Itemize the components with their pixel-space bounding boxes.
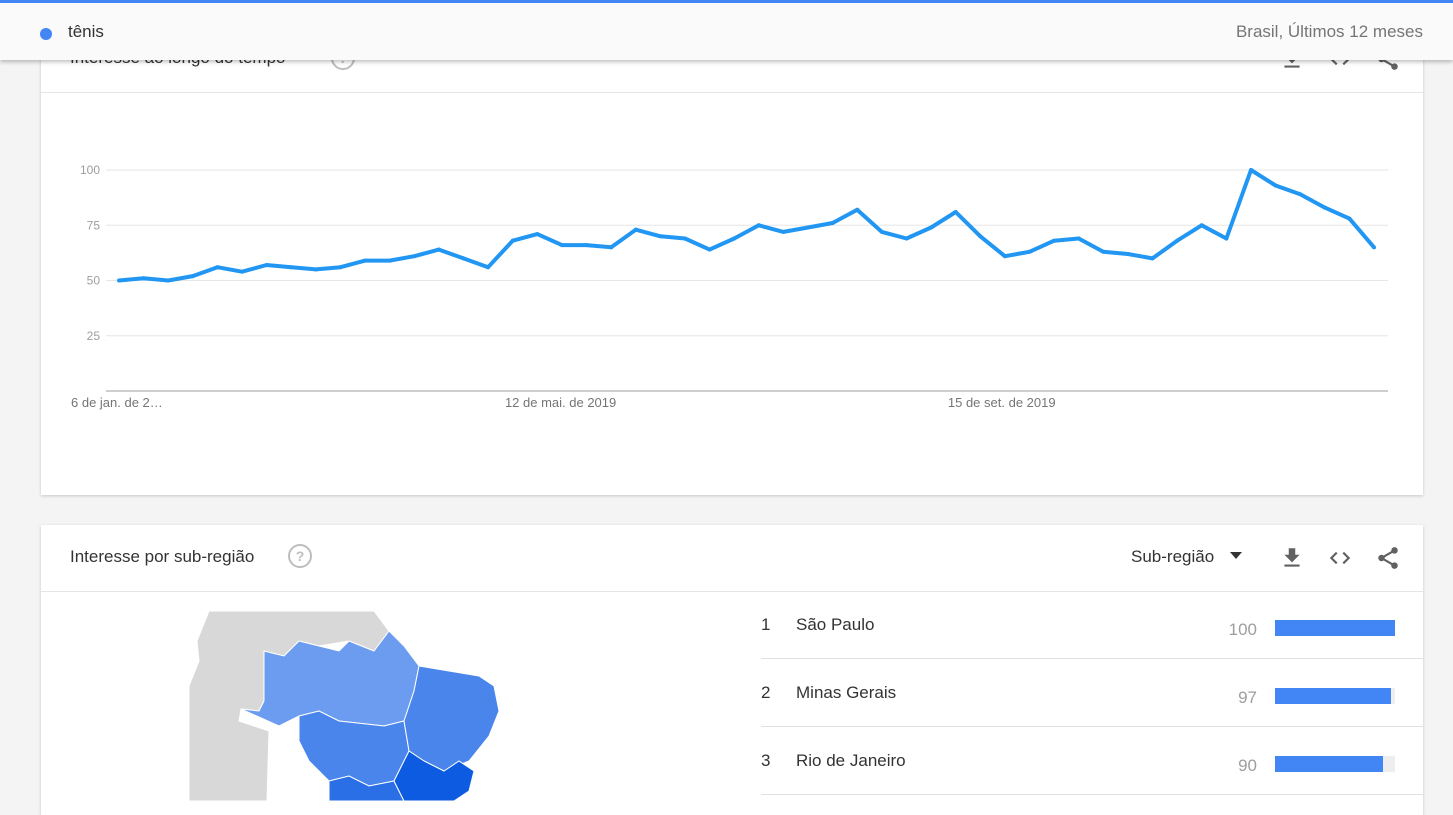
x-tick-label: 6 de jan. de 2… xyxy=(71,395,163,410)
download-icon[interactable] xyxy=(1279,545,1305,571)
data-point[interactable] xyxy=(338,265,343,270)
data-point[interactable] xyxy=(1372,245,1376,250)
data-point[interactable] xyxy=(461,256,466,261)
top-accent-line xyxy=(0,0,1453,3)
data-point[interactable] xyxy=(658,234,663,239)
data-point[interactable] xyxy=(929,225,934,230)
region-name[interactable]: São Paulo xyxy=(796,615,875,634)
data-point[interactable] xyxy=(1199,223,1204,228)
search-term-label[interactable]: tênis xyxy=(68,22,104,41)
series-line-tenis[interactable] xyxy=(118,168,1376,283)
data-point[interactable] xyxy=(1175,238,1180,243)
data-point[interactable] xyxy=(486,265,491,270)
x-tick-label: 15 de set. de 2019 xyxy=(948,395,1056,410)
data-point[interactable] xyxy=(879,229,884,234)
data-point[interactable] xyxy=(584,243,589,248)
y-tick-label: 25 xyxy=(87,329,101,343)
score-bar-fill xyxy=(1275,756,1383,772)
rank-number: 3 xyxy=(761,751,771,770)
map-region-northeast[interactable] xyxy=(403,665,500,772)
term-color-dot xyxy=(40,28,52,40)
subregion-dropdown[interactable]: Sub-região xyxy=(1131,547,1243,567)
data-point[interactable] xyxy=(1076,236,1081,241)
data-point[interactable] xyxy=(264,263,269,268)
card-header: Interesse por sub-região ? Sub-região xyxy=(41,525,1423,592)
embed-code-icon[interactable] xyxy=(1327,545,1353,571)
data-point[interactable] xyxy=(1322,205,1327,210)
data-point[interactable] xyxy=(510,238,515,243)
data-point[interactable] xyxy=(830,221,835,226)
data-point[interactable] xyxy=(1027,249,1032,254)
data-point[interactable] xyxy=(1298,192,1303,197)
data-point[interactable] xyxy=(363,258,368,263)
data-point[interactable] xyxy=(904,236,909,241)
data-point[interactable] xyxy=(1248,168,1253,172)
score-bar xyxy=(1275,688,1395,704)
data-point[interactable] xyxy=(682,236,687,241)
data-point[interactable] xyxy=(141,276,146,281)
data-point[interactable] xyxy=(953,209,958,214)
region-name[interactable]: Minas Gerais xyxy=(796,683,897,702)
data-point[interactable] xyxy=(806,225,811,230)
caret-down-icon xyxy=(1230,552,1243,559)
data-point[interactable] xyxy=(609,245,614,250)
y-tick-label: 100 xyxy=(80,163,100,177)
region-period-label[interactable]: Brasil, Últimos 12 meses xyxy=(1235,22,1423,41)
map-region-southeast[interactable] xyxy=(393,750,475,801)
score-bar xyxy=(1275,620,1395,636)
data-point[interactable] xyxy=(559,243,564,248)
y-tick-label: 75 xyxy=(87,218,101,232)
rank-number: 1 xyxy=(761,615,771,634)
data-point[interactable] xyxy=(289,265,294,270)
data-point[interactable] xyxy=(313,267,318,272)
data-point[interactable] xyxy=(1150,256,1155,261)
data-point[interactable] xyxy=(732,236,737,241)
interest-by-region-title: Interesse por sub-região xyxy=(70,547,255,566)
data-point[interactable] xyxy=(1347,216,1352,221)
data-point[interactable] xyxy=(1273,183,1278,188)
help-icon[interactable]: ? xyxy=(288,544,312,568)
region-ranking-list: 1 São Paulo 100 2 Minas Gerais 97 3 Rio … xyxy=(761,591,1423,795)
data-point[interactable] xyxy=(215,265,220,270)
data-point[interactable] xyxy=(412,254,417,259)
score-bar-fill xyxy=(1275,620,1395,636)
data-point[interactable] xyxy=(781,229,786,234)
ranking-row[interactable]: 3 Rio de Janeiro 90 xyxy=(761,727,1423,795)
data-point[interactable] xyxy=(240,269,245,274)
data-point[interactable] xyxy=(190,274,195,279)
data-point[interactable] xyxy=(756,223,761,228)
data-point[interactable] xyxy=(633,227,638,232)
region-name[interactable]: Rio de Janeiro xyxy=(796,751,906,770)
brazil-region-map[interactable] xyxy=(189,611,509,801)
score-bar xyxy=(1275,756,1395,772)
score-bar-fill xyxy=(1275,688,1392,704)
data-point[interactable] xyxy=(436,247,441,252)
data-point[interactable] xyxy=(535,232,540,237)
y-tick-label: 50 xyxy=(87,274,101,288)
rank-number: 2 xyxy=(761,683,771,702)
data-point[interactable] xyxy=(1125,251,1130,256)
data-point[interactable] xyxy=(1002,254,1007,259)
share-icon[interactable] xyxy=(1375,545,1401,571)
data-point[interactable] xyxy=(978,234,983,239)
region-score: 97 xyxy=(1238,688,1257,707)
region-score: 90 xyxy=(1238,756,1257,775)
search-term-bar: tênis Brasil, Últimos 12 meses xyxy=(0,3,1453,60)
data-point[interactable] xyxy=(1101,249,1106,254)
x-tick-label: 12 de mai. de 2019 xyxy=(505,395,616,410)
ranking-row[interactable]: 1 São Paulo 100 xyxy=(761,591,1423,659)
data-point[interactable] xyxy=(387,258,392,263)
interest-over-time-card: Interesse ao longo do tempo ? 2550751006… xyxy=(41,20,1423,495)
data-point[interactable] xyxy=(117,278,121,283)
ranking-row[interactable]: 2 Minas Gerais 97 xyxy=(761,659,1423,727)
data-point[interactable] xyxy=(707,247,712,252)
data-point[interactable] xyxy=(855,207,860,212)
dropdown-label: Sub-região xyxy=(1131,547,1215,566)
data-point[interactable] xyxy=(1224,236,1229,241)
interest-by-region-card: Interesse por sub-região ? Sub-região 1 … xyxy=(41,525,1423,815)
data-point[interactable] xyxy=(1052,238,1057,243)
data-point[interactable] xyxy=(166,278,171,283)
interest-line-chart[interactable]: 25 50 75 100 6 de jan. de 2… 12 de mai. de 20… xyxy=(41,20,1423,495)
region-score: 100 xyxy=(1228,620,1257,639)
